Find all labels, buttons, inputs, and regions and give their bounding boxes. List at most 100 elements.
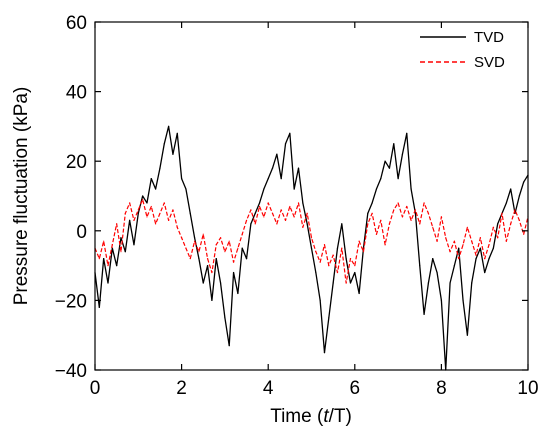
data-point-svd bbox=[406, 205, 408, 208]
data-point-tvd bbox=[397, 178, 399, 180]
data-point-svd bbox=[341, 247, 343, 249]
data-point-svd bbox=[510, 223, 512, 225]
x-tick-label: 4 bbox=[263, 378, 274, 399]
data-point-svd bbox=[142, 198, 144, 201]
data-point-tvd bbox=[237, 292, 239, 295]
data-point-tvd bbox=[358, 292, 360, 295]
data-point-svd bbox=[202, 233, 204, 235]
data-point-tvd bbox=[150, 178, 152, 180]
data-point-tvd bbox=[310, 247, 313, 249]
data-point-svd bbox=[427, 212, 430, 214]
data-point-tvd bbox=[323, 352, 326, 354]
data-point-tvd bbox=[142, 195, 144, 197]
data-point-svd bbox=[168, 219, 170, 221]
data-point-tvd bbox=[293, 188, 295, 190]
legend: TVD SVD bbox=[420, 29, 505, 71]
data-point-tvd bbox=[133, 244, 135, 246]
data-point-svd bbox=[518, 219, 520, 221]
data-point-svd bbox=[224, 251, 226, 253]
data-point-svd bbox=[98, 258, 100, 260]
data-point-tvd bbox=[462, 299, 464, 301]
data-point-tvd bbox=[518, 195, 520, 197]
data-point-tvd bbox=[523, 181, 525, 183]
x-tick-label: 2 bbox=[176, 378, 187, 399]
data-point-svd bbox=[354, 265, 356, 267]
y-tick-label: −20 bbox=[55, 291, 87, 312]
data-point-tvd bbox=[419, 265, 421, 267]
data-point-tvd bbox=[406, 132, 408, 134]
data-point-svd bbox=[458, 258, 460, 260]
data-point-tvd bbox=[137, 212, 139, 214]
data-point-tvd bbox=[241, 247, 243, 249]
data-point-tvd bbox=[345, 258, 347, 260]
data-point-tvd bbox=[297, 167, 300, 169]
data-point-svd bbox=[172, 209, 174, 211]
series-tvd bbox=[94, 125, 529, 371]
data-point-tvd bbox=[336, 247, 339, 249]
data-point-tvd bbox=[211, 299, 213, 301]
series-line-svd bbox=[94, 198, 529, 284]
data-point-tvd bbox=[401, 153, 404, 155]
y-axis-title: Pressure fluctuation (kPa) bbox=[11, 87, 32, 306]
data-point-tvd bbox=[107, 282, 109, 284]
data-point-svd bbox=[336, 271, 339, 274]
data-point-svd bbox=[505, 240, 507, 242]
data-point-svd bbox=[124, 212, 126, 214]
y-tick-label: 40 bbox=[66, 83, 87, 104]
data-point-tvd bbox=[116, 265, 118, 267]
data-point-tvd bbox=[198, 258, 200, 260]
data-point-svd bbox=[163, 202, 165, 204]
data-point-svd bbox=[319, 261, 321, 263]
data-point-tvd bbox=[168, 125, 170, 127]
data-point-svd bbox=[263, 216, 265, 218]
data-point-tvd bbox=[328, 317, 330, 319]
data-point-tvd bbox=[315, 271, 317, 274]
data-point-tvd bbox=[129, 219, 131, 221]
data-point-svd bbox=[159, 212, 161, 214]
data-point-tvd bbox=[453, 265, 455, 267]
x-tick-label: 10 bbox=[517, 378, 538, 399]
data-point-svd bbox=[228, 240, 230, 242]
series-svd bbox=[94, 198, 529, 284]
data-point-tvd bbox=[414, 212, 417, 214]
data-point-svd bbox=[137, 209, 139, 211]
data-point-svd bbox=[215, 244, 217, 246]
data-point-tvd bbox=[319, 299, 321, 301]
data-point-tvd bbox=[245, 258, 248, 260]
data-point-tvd bbox=[267, 178, 269, 180]
data-point-tvd bbox=[219, 282, 222, 284]
y-tick-label: 20 bbox=[66, 152, 87, 173]
data-point-tvd bbox=[206, 265, 209, 267]
data-point-svd bbox=[432, 226, 434, 228]
data-point-tvd bbox=[423, 313, 425, 315]
data-point-tvd bbox=[280, 178, 282, 180]
data-point-tvd bbox=[349, 282, 352, 284]
data-point-tvd bbox=[103, 258, 105, 260]
data-point-svd bbox=[302, 226, 304, 228]
data-point-svd bbox=[280, 209, 282, 211]
data-point-tvd bbox=[510, 188, 512, 190]
data-point-svd bbox=[479, 237, 481, 239]
data-point-tvd bbox=[492, 247, 494, 249]
y-tick-label: −40 bbox=[55, 361, 87, 382]
data-point-tvd bbox=[155, 188, 157, 190]
data-point-tvd bbox=[449, 282, 451, 284]
data-point-tvd bbox=[466, 334, 468, 336]
data-point-tvd bbox=[258, 202, 261, 204]
data-point-tvd bbox=[375, 188, 378, 190]
data-point-svd bbox=[445, 237, 447, 239]
data-point-svd bbox=[332, 254, 334, 256]
data-point-tvd bbox=[432, 258, 434, 260]
data-point-tvd bbox=[306, 223, 308, 225]
data-point-tvd bbox=[232, 271, 235, 274]
data-point-svd bbox=[423, 202, 425, 204]
data-point-tvd bbox=[354, 271, 356, 274]
data-point-svd bbox=[133, 219, 135, 221]
data-point-svd bbox=[150, 205, 152, 208]
data-point-tvd bbox=[120, 237, 122, 239]
data-point-tvd bbox=[271, 167, 274, 169]
data-point-tvd bbox=[181, 178, 183, 180]
data-point-tvd bbox=[458, 247, 460, 249]
data-point-svd bbox=[276, 223, 278, 225]
data-point-tvd bbox=[193, 237, 196, 239]
